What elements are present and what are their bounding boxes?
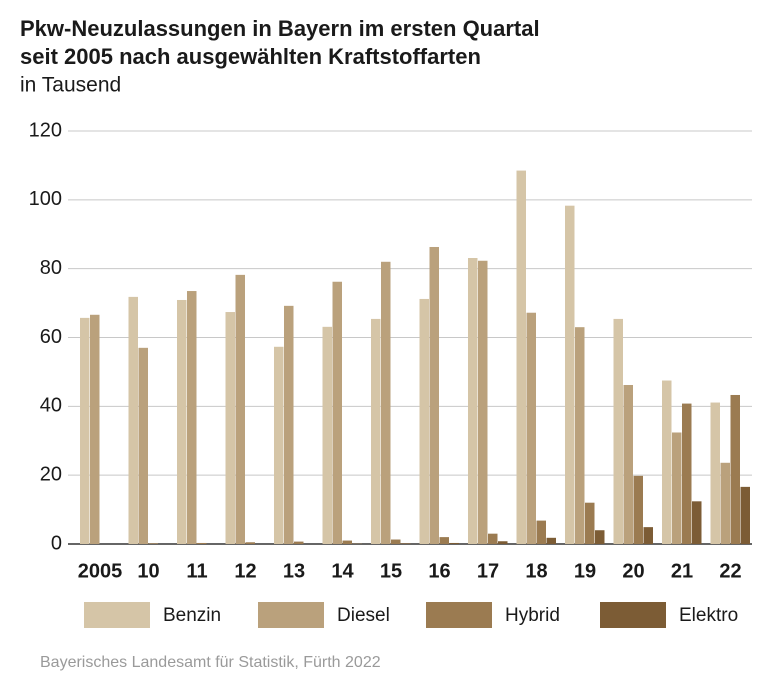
bar (245, 542, 255, 544)
bar (197, 542, 207, 544)
bar (613, 318, 623, 544)
bar (419, 298, 429, 544)
y-tick-label: 80 (40, 257, 62, 279)
legend-label: Benzin (163, 605, 221, 626)
bar (371, 318, 381, 544)
x-tick-label: 19 (574, 560, 596, 582)
bar (526, 312, 536, 544)
bar (294, 541, 304, 544)
bar (488, 533, 498, 544)
source: Bayerisches Landesamt für Statistik, Für… (40, 654, 381, 671)
bar (429, 246, 439, 544)
bar (595, 530, 605, 544)
bar (128, 296, 138, 544)
bar (449, 542, 459, 544)
bar (662, 380, 672, 544)
bar (381, 261, 391, 544)
bar (565, 205, 575, 544)
bar (391, 539, 401, 544)
x-tick-label: 10 (137, 560, 159, 582)
legend-label: Hybrid (505, 605, 560, 626)
legend-label: Elektro (679, 605, 738, 626)
bar (672, 432, 682, 544)
bar (710, 402, 720, 544)
x-tick-label: 14 (331, 560, 354, 582)
bar (498, 541, 508, 544)
bar (633, 475, 643, 544)
bar (730, 394, 740, 544)
y-tick-label: 60 (40, 326, 62, 348)
bar (516, 170, 526, 544)
x-tick-label: 20 (622, 560, 644, 582)
bar (148, 543, 158, 544)
bar (643, 527, 653, 544)
bar (284, 305, 294, 544)
bar (90, 314, 100, 544)
bar (80, 317, 90, 544)
bar (138, 347, 148, 544)
bar (585, 502, 595, 544)
bar (235, 274, 245, 544)
bar (575, 327, 585, 544)
bar (478, 260, 488, 544)
chart-subtitle: in Tausend (20, 74, 121, 97)
legend-swatch (426, 602, 492, 628)
x-tick-label: 22 (719, 560, 741, 582)
y-tick-label: 120 (29, 119, 62, 141)
bar (439, 537, 449, 544)
x-tick-label: 18 (525, 560, 547, 582)
legend-swatch (258, 602, 324, 628)
legend-swatch (84, 602, 150, 628)
bar (225, 312, 235, 544)
bar (740, 486, 750, 544)
bar (322, 326, 332, 544)
bar (536, 520, 546, 544)
x-tick-label: 2005 (78, 560, 123, 582)
bar (177, 299, 187, 544)
bar (187, 291, 197, 544)
bar (342, 540, 352, 544)
legend-label: Diesel (337, 605, 390, 626)
x-tick-label: 17 (477, 560, 499, 582)
bar (546, 537, 556, 544)
bar (720, 462, 730, 544)
bar (332, 281, 342, 544)
legend-swatch (600, 602, 666, 628)
bar (682, 403, 692, 544)
bar (623, 384, 633, 544)
chart-title: Pkw-Neuzulassungen in Bayern im ersten Q… (20, 16, 540, 41)
y-tick-label: 100 (29, 188, 62, 210)
x-tick-label: 11 (186, 560, 207, 582)
chart-title: seit 2005 nach ausgewählten Kraftstoffar… (20, 44, 481, 69)
bar (468, 257, 478, 544)
bar (274, 346, 284, 544)
y-tick-label: 40 (40, 395, 62, 417)
bar (692, 501, 702, 544)
x-tick-label: 16 (428, 560, 450, 582)
y-tick-label: 0 (51, 532, 62, 554)
x-tick-label: 21 (671, 560, 693, 582)
x-tick-label: 13 (283, 560, 305, 582)
x-tick-label: 15 (380, 560, 402, 582)
y-tick-label: 20 (40, 463, 62, 485)
bar (401, 543, 411, 544)
x-tick-label: 12 (234, 560, 256, 582)
